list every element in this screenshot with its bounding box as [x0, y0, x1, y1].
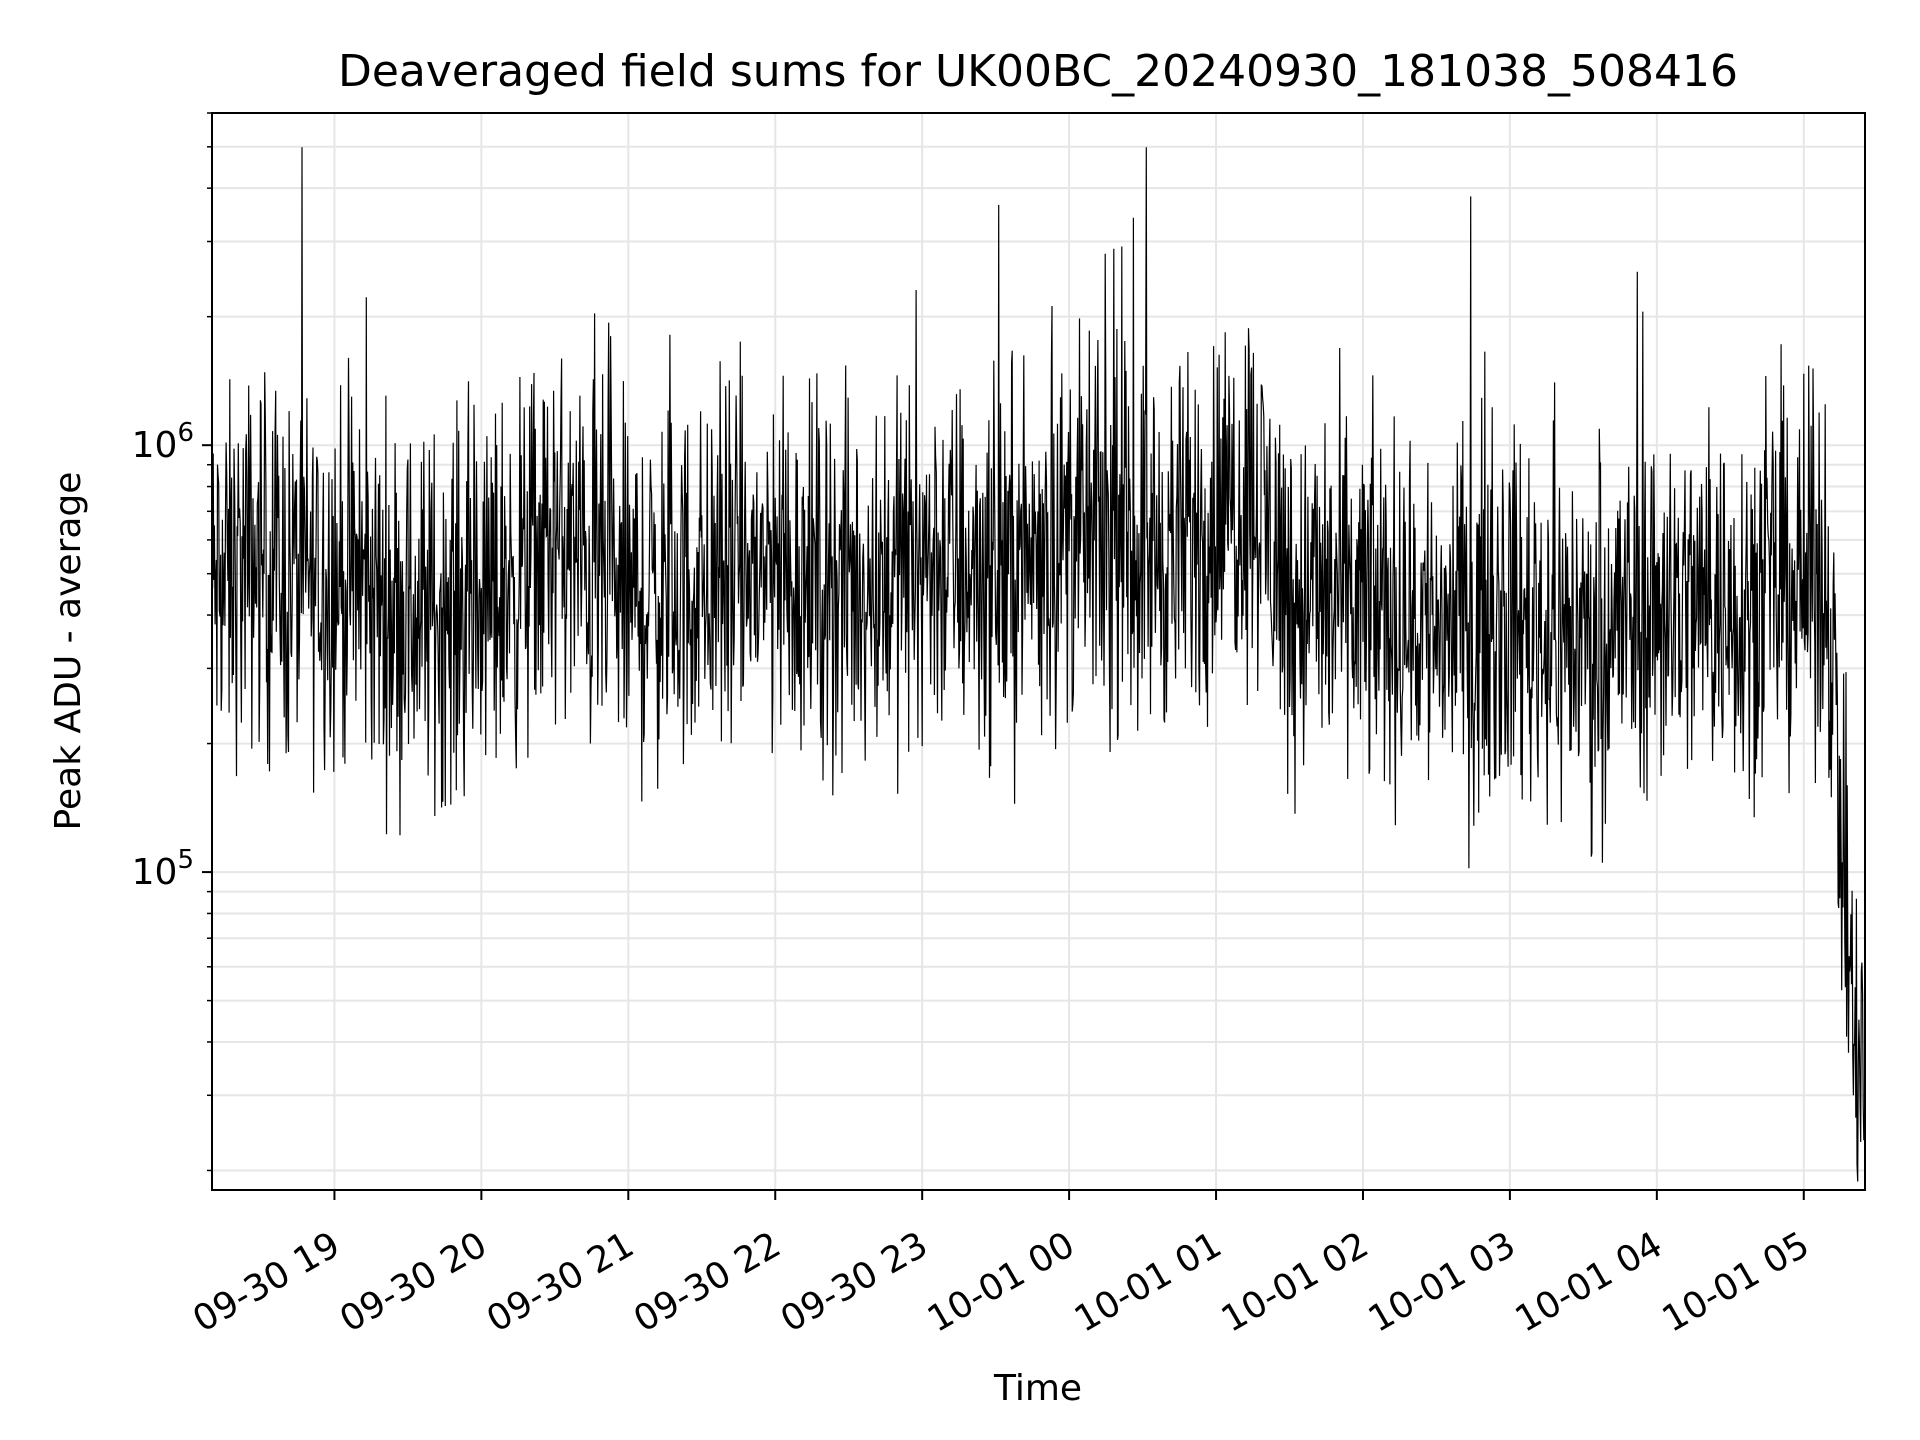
series-line — [211, 147, 1866, 1182]
y-tick-label: 106 — [132, 418, 194, 466]
plot-frame — [211, 112, 1866, 1191]
y-tick-label-exponent: 5 — [177, 845, 194, 875]
y-axis-label: Peak ADU - average — [48, 472, 89, 831]
y-tick-label-base: 10 — [132, 852, 178, 893]
x-axis-label: Time — [993, 1368, 1082, 1409]
y-tick-label-base: 10 — [132, 425, 178, 466]
y-tick-label: 105 — [132, 845, 194, 893]
chart-title: Deaveraged field sums for UK00BC_2024093… — [338, 46, 1738, 97]
y-tick-label-exponent: 6 — [177, 418, 194, 448]
series-group — [211, 147, 1866, 1182]
